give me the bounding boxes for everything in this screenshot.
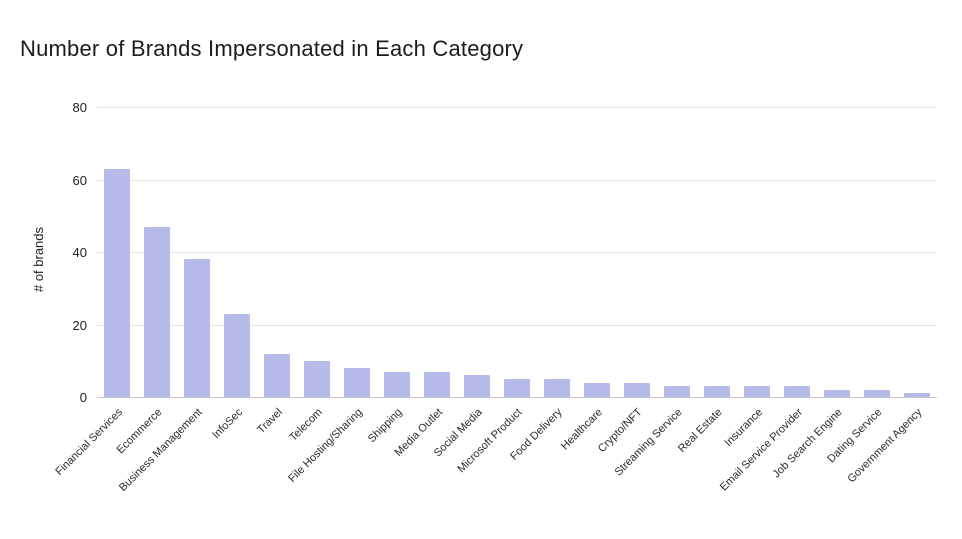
bar-column: Shipping bbox=[366, 107, 417, 445]
bar bbox=[103, 168, 131, 397]
y-tick-label: 80 bbox=[72, 100, 87, 115]
gridline bbox=[97, 179, 937, 181]
bar-column: Streaming Service bbox=[613, 107, 697, 478]
bar-column: Travel bbox=[255, 107, 297, 436]
bar-column: Media Outlet bbox=[392, 107, 457, 459]
gridline bbox=[97, 324, 937, 326]
bar bbox=[703, 386, 731, 397]
bar bbox=[823, 389, 851, 397]
bar-column: Financial Services bbox=[53, 107, 137, 478]
bar bbox=[423, 371, 451, 397]
x-tick-label: Telecom bbox=[287, 406, 325, 444]
bar-column: Insurance bbox=[722, 107, 777, 449]
gridline bbox=[97, 252, 937, 253]
x-tick-label: Job Search Engine bbox=[770, 406, 845, 481]
bar bbox=[463, 375, 491, 397]
bar bbox=[383, 371, 411, 397]
bar-column: Real Estate bbox=[676, 107, 737, 455]
bar-column: Telecom bbox=[287, 107, 337, 444]
bar bbox=[583, 382, 611, 397]
x-tick-label: Government Agency bbox=[845, 406, 925, 486]
bar-column: Healthcare bbox=[559, 107, 617, 452]
x-tick-label: File Hosting/Sharing bbox=[286, 406, 365, 485]
bar-column: Dating Service bbox=[826, 107, 897, 465]
bar bbox=[303, 360, 331, 397]
y-tick-label: 40 bbox=[72, 245, 87, 260]
bar-column: Microsoft Product bbox=[456, 107, 537, 475]
chart-title: Number of Brands Impersonated in Each Ca… bbox=[20, 36, 524, 61]
x-tick-label: Shipping bbox=[366, 406, 405, 446]
bar-column: Ecommerce bbox=[115, 107, 177, 456]
bar-column: Email Service Provider bbox=[718, 107, 817, 493]
y-tick-label: 60 bbox=[72, 172, 87, 188]
bar-column: Crypto/NFT bbox=[596, 107, 657, 455]
x-tick-label: InfoSec bbox=[209, 406, 245, 442]
x-tick-label: Travel bbox=[254, 406, 285, 437]
bar-column: Social Media bbox=[432, 107, 497, 459]
bar bbox=[743, 386, 771, 397]
bar bbox=[543, 378, 571, 397]
bar bbox=[223, 313, 251, 397]
y-tick-label: 20 bbox=[72, 317, 87, 333]
bar-column: File Hosting/Sharing bbox=[286, 107, 377, 485]
bar bbox=[783, 386, 811, 397]
y-axis-label: # of brands bbox=[31, 226, 47, 293]
bar bbox=[623, 382, 651, 397]
bar bbox=[503, 378, 531, 397]
bar-column: Business Management bbox=[117, 107, 217, 494]
bar bbox=[663, 386, 691, 397]
x-tick-label: Business Management bbox=[117, 406, 205, 494]
bar bbox=[863, 389, 891, 397]
bar-layer: Financial Services Ecommerce Business Mana… bbox=[53, 107, 937, 494]
bar bbox=[903, 393, 931, 397]
y-tick-label: 0 bbox=[79, 390, 87, 405]
bar bbox=[263, 353, 291, 397]
bar bbox=[143, 226, 171, 397]
bar-column: Job Search Engine bbox=[771, 107, 857, 481]
bar bbox=[183, 259, 211, 397]
bar-column: InfoSec bbox=[210, 107, 257, 441]
gridline bbox=[97, 397, 937, 398]
bar-column: Food Delivery bbox=[508, 107, 577, 463]
gridline bbox=[97, 107, 937, 108]
bar-chart-plot-area: 0 20 40 60 80 Financial Services Ecommerce Bus… bbox=[53, 101, 937, 494]
x-tick-label: Financial Services bbox=[53, 406, 125, 478]
bar bbox=[343, 368, 371, 397]
bar-column: Government Agency bbox=[846, 107, 937, 485]
